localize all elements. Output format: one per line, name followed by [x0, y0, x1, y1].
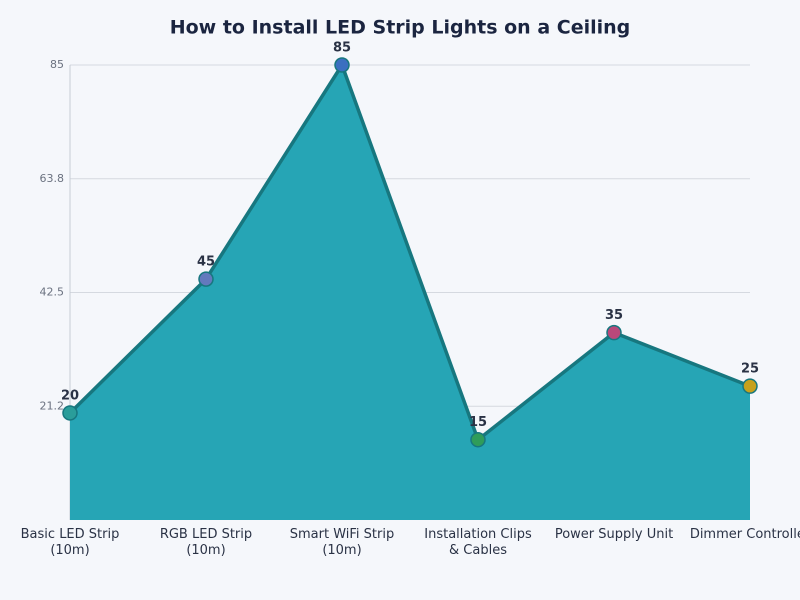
data-label: 85	[333, 41, 351, 56]
data-label: 25	[741, 362, 759, 377]
data-point	[742, 378, 758, 394]
x-tick-label: Basic LED Strip (10m)	[21, 527, 120, 558]
area	[70, 65, 750, 520]
data-label: 15	[469, 415, 487, 430]
line	[68, 63, 751, 442]
chart-title: How to Install LED Strip Lights on a Cei…	[170, 17, 631, 39]
data-point	[470, 431, 486, 448]
data-point	[62, 405, 78, 421]
x-tick-label: Smart WiFi Strip (10m)	[290, 527, 394, 558]
data-point	[198, 271, 214, 287]
data-point	[606, 324, 622, 341]
x-tick-label: RGB LED Strip (10m)	[160, 527, 252, 558]
x-tick-label: Dimmer Controller	[690, 527, 800, 542]
y-tick-label: 63.8	[40, 172, 65, 185]
x-tick-label: Installation Clips & Cables	[424, 527, 532, 558]
x-tick-label: Power Supply Unit	[555, 527, 673, 542]
y-tick-label: 85	[50, 58, 64, 71]
y-tick-label: 21.2	[40, 399, 65, 412]
data-point	[334, 57, 350, 73]
data-label: 20	[61, 388, 79, 403]
y-tick-label: 42.5	[40, 286, 65, 299]
data-label: 45	[197, 255, 215, 270]
data-label: 35	[605, 308, 623, 323]
